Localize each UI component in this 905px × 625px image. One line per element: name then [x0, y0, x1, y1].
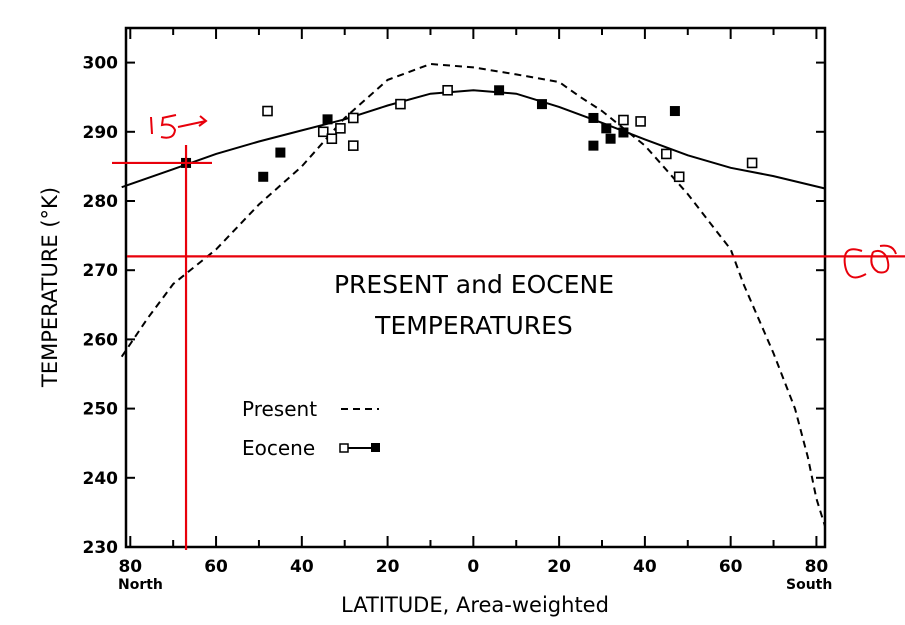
eocene-filled-point [669, 106, 680, 117]
x-tick-label: 40 [290, 557, 314, 577]
chart-title-line-2: TEMPERATURES [374, 311, 573, 340]
y-tick-label: 260 [83, 330, 119, 350]
eocene-filled-point [605, 133, 616, 144]
eocene-filled-point [494, 85, 505, 96]
eocene-filled-point [588, 112, 599, 123]
eocene-filled-point [322, 114, 333, 125]
x-tick-label: 20 [376, 557, 400, 577]
north-label: North [118, 577, 163, 593]
chart-title-line-1: PRESENT and EOCENE [334, 270, 614, 299]
eocene-filled-point [258, 171, 269, 182]
eocene-filled-point [275, 147, 286, 158]
eocene-open-point [326, 133, 338, 145]
y-tick-labels: 230 240 250 260 270 280 290 300 [83, 54, 119, 558]
y-tick-label: 230 [83, 538, 119, 558]
eocene-open-point [661, 148, 672, 160]
x-tick-label: 80 [118, 557, 142, 577]
legend-label-eocene: Eocene [242, 436, 315, 460]
y-tick-label: 300 [83, 54, 119, 74]
eocene-open-point [746, 157, 758, 169]
eocene-open-point [673, 171, 685, 183]
y-tick-label: 240 [83, 469, 119, 489]
x-tick-label: 20 [547, 557, 571, 577]
eocene-filled-point [601, 123, 612, 134]
legend-label-present: Present [242, 397, 317, 421]
x-axis-title: LATITUDE, Area-weighted [341, 593, 609, 617]
y-axis-title: TEMPERATURE (°K) [38, 187, 62, 388]
y-tick-label: 280 [83, 192, 119, 212]
handwritten-15: 15 [150, 114, 208, 139]
south-label: South [786, 577, 832, 593]
legend-swatch-eocene-open [339, 443, 349, 453]
eocene-open-point [442, 84, 453, 96]
x-tick-label: 40 [633, 557, 657, 577]
eocene-filled-point [588, 140, 599, 151]
eocene-open-point [395, 98, 406, 110]
eocene-open-point [335, 123, 346, 134]
axis-ticks [126, 28, 825, 548]
red-annotations [112, 145, 905, 550]
eocene-filled-point [536, 99, 547, 110]
y-tick-label: 270 [83, 261, 119, 281]
plot-frame [124, 26, 827, 549]
legend: Present Eocene [242, 397, 380, 460]
present-line [120, 62, 826, 527]
series-layer [120, 62, 826, 527]
x-tick-label: 80 [805, 557, 829, 577]
eocene-open-point [618, 114, 629, 126]
x-tick-label: 60 [719, 557, 743, 577]
eocene-open-point [347, 112, 359, 124]
eocene-open-point [317, 126, 329, 138]
x-tick-label: 0 [467, 557, 479, 577]
legend-swatch-eocene-filled [371, 443, 380, 452]
y-tick-label: 250 [83, 400, 119, 420]
eocene-filled-point [618, 127, 629, 138]
eocene-line [121, 89, 826, 190]
x-tick-labels: 80 60 40 20 0 20 40 60 80 [118, 557, 828, 577]
y-tick-label: 290 [83, 123, 119, 143]
eocene-open-point [347, 140, 359, 151]
eocene-open-point [635, 116, 646, 127]
handwritten-right-mark: 0° [843, 244, 897, 279]
eocene-open-point [262, 105, 273, 117]
x-tick-label: 60 [204, 557, 228, 577]
